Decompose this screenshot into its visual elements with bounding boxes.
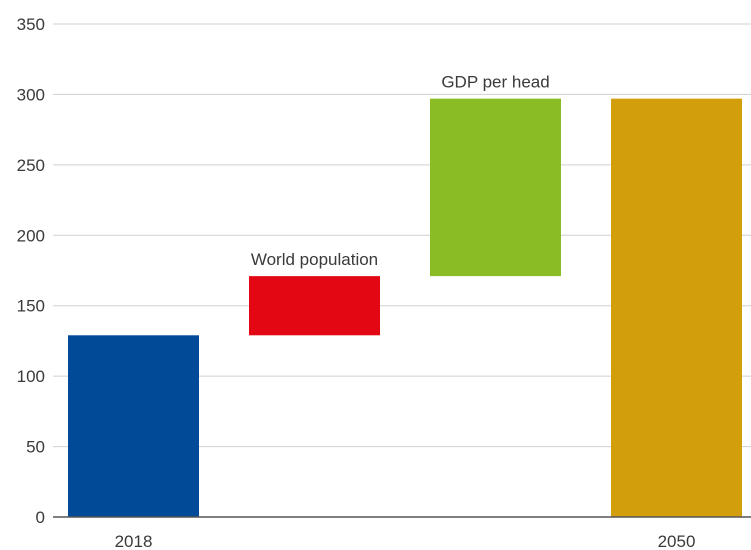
y-tick-label: 150 — [17, 297, 45, 316]
y-tick-label: 300 — [17, 85, 45, 104]
y-tick-label: 100 — [17, 367, 45, 386]
bar-annotations: World population GDP per head — [251, 73, 550, 269]
bar — [430, 98, 561, 277]
bar-annotation: GDP per head — [441, 73, 549, 92]
bar — [611, 98, 742, 517]
y-tick-label: 50 — [26, 438, 45, 457]
y-tick-label: 250 — [17, 156, 45, 175]
y-tick-label: 350 — [17, 15, 45, 34]
y-tick-label: 0 — [36, 508, 45, 527]
x-axis-tick-labels: 2018 2050 — [115, 532, 696, 550]
x-tick-label: 2018 — [115, 532, 153, 550]
bars — [68, 98, 742, 517]
bar-annotation: World population — [251, 250, 378, 269]
x-tick-label: 2050 — [658, 532, 696, 550]
y-tick-label: 200 — [17, 226, 45, 245]
bar — [68, 335, 199, 517]
bar — [249, 276, 380, 336]
y-axis-tick-labels: 0 50 100 150 200 250 300 350 — [17, 15, 45, 527]
